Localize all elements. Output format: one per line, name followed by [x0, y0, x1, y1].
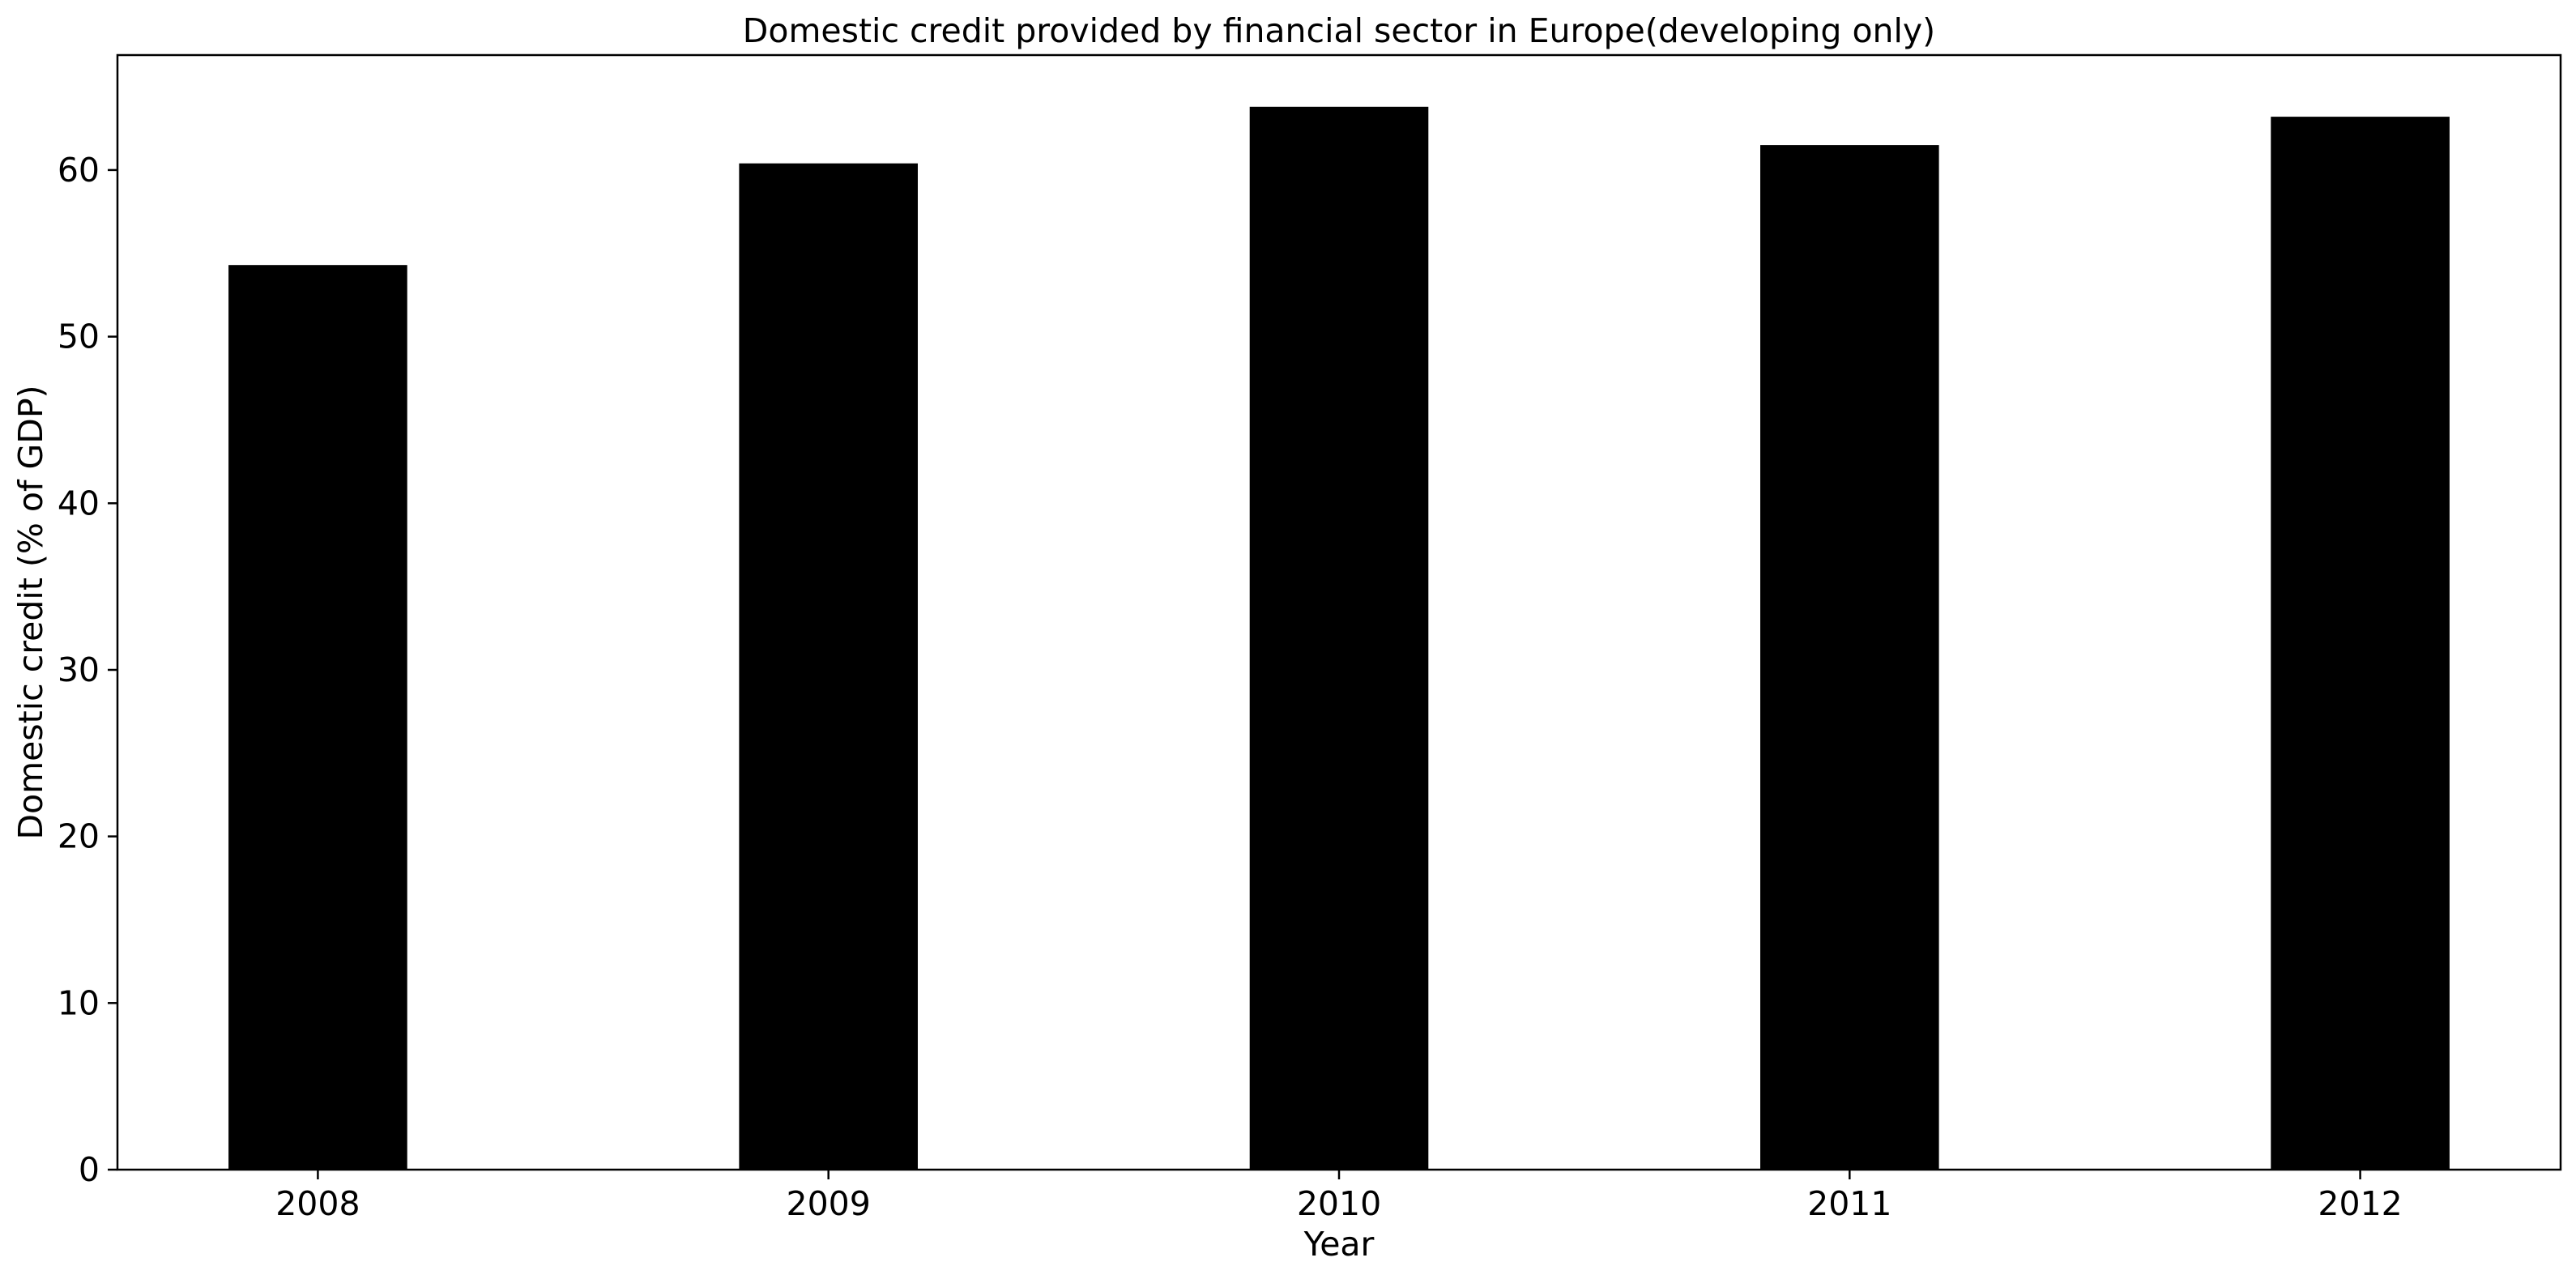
- y-axis-label: Domestic credit (% of GDP): [11, 385, 50, 839]
- y-tick-label: 30: [58, 650, 100, 689]
- x-axis-ticks: 2008 2009 2010 2011 2012: [275, 1170, 2403, 1223]
- y-axis-ticks: 0 10 20 30 40 50 60: [58, 151, 117, 1189]
- bar-2011: [1760, 145, 1939, 1170]
- x-tick-label: 2010: [1297, 1184, 1381, 1223]
- bar-2009: [739, 163, 918, 1170]
- x-tick-label: 2008: [275, 1184, 360, 1223]
- y-tick-label: 40: [58, 484, 100, 522]
- y-tick-label: 0: [79, 1150, 100, 1189]
- x-tick-label: 2012: [2318, 1184, 2402, 1223]
- y-tick-label: 20: [58, 817, 100, 856]
- chart-title: Domestic credit provided by financial se…: [743, 11, 1935, 50]
- bar-2008: [228, 265, 407, 1170]
- y-tick-label: 10: [58, 983, 100, 1022]
- bars-layer: [228, 106, 2450, 1170]
- x-axis-label: Year: [1303, 1225, 1375, 1264]
- y-tick-label: 60: [58, 151, 100, 190]
- x-tick-label: 2009: [787, 1184, 871, 1223]
- plot-frame: [116, 53, 2562, 1171]
- y-tick-label: 50: [58, 318, 100, 356]
- bar-2012: [2271, 117, 2450, 1170]
- bar-2010: [1249, 106, 1429, 1170]
- x-tick-label: 2011: [1807, 1184, 1891, 1223]
